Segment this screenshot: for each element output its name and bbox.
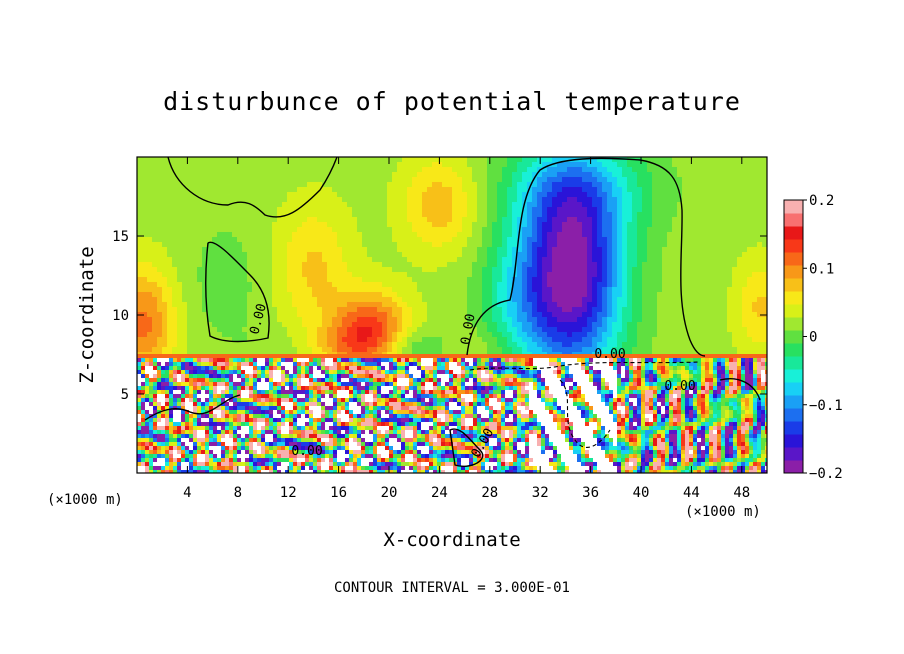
- contour-line-1: [167, 157, 338, 218]
- colorbar-segment: [784, 226, 803, 240]
- y-tick-label: 5: [121, 387, 129, 403]
- y-tick-label: 10: [112, 308, 129, 324]
- colorbar-segment: [784, 356, 803, 370]
- x-tick-label: 32: [532, 485, 549, 501]
- colorbar-segment: [784, 278, 803, 292]
- colorbar-segment: [784, 369, 803, 383]
- colorbar-segment: [784, 434, 803, 448]
- contour-line-3: [466, 157, 706, 357]
- x-tick-label: 12: [280, 485, 297, 501]
- x-tick-label: 44: [683, 485, 700, 501]
- colorbar-labels: 0.2 0.1 0 −0.1 −0.2: [803, 193, 843, 482]
- colorbar-segment: [784, 252, 803, 266]
- colorbar-tick-label: 0.2: [809, 193, 834, 209]
- x-left-unit-label: (×1000 m): [47, 492, 123, 508]
- x-tick-label: 4: [183, 485, 191, 501]
- x-tick-label: 20: [381, 485, 398, 501]
- colorbar-segment: [784, 213, 803, 227]
- colorbar-tick-label: 0: [809, 330, 817, 346]
- colorbar-tick-label: 0.1: [809, 261, 834, 277]
- y-axis-ticks: 5 10 15: [112, 229, 767, 403]
- colorbar-segment: [784, 304, 803, 318]
- colorbar-segment: [784, 408, 803, 422]
- colorbar-segment: [784, 460, 803, 474]
- colorbar-segment: [784, 200, 803, 214]
- interface-band: [137, 354, 767, 358]
- y-tick-label: 15: [112, 229, 129, 245]
- colorbar-segment: [784, 239, 803, 253]
- negative-contour-2: [469, 361, 701, 371]
- x-tick-label: 24: [431, 485, 448, 501]
- x-tick-label: 40: [633, 485, 650, 501]
- colorbar: [783, 199, 804, 474]
- y-axis-title: Z-coordinate: [76, 246, 98, 383]
- contour-line-4: [144, 394, 241, 421]
- colorbar-segment: [784, 265, 803, 279]
- colorbar-segment: [784, 382, 803, 396]
- colorbar-tick-label: −0.2: [809, 466, 843, 482]
- x-tick-label: 48: [733, 485, 750, 501]
- x-tick-label: 28: [481, 485, 498, 501]
- contour-label: 0.00: [291, 444, 322, 459]
- colorbar-segment: [784, 421, 803, 435]
- x-tick-label: 16: [330, 485, 347, 501]
- colorbar-segment: [784, 395, 803, 409]
- contour-interval-note: CONTOUR INTERVAL = 3.000E-01: [334, 580, 570, 596]
- contour-line-2: [204, 241, 270, 343]
- contour-label: 0.00: [664, 379, 695, 394]
- contour-line-6: [719, 378, 761, 401]
- colorbar-segment: [784, 317, 803, 331]
- upper-layer-field: [137, 157, 767, 358]
- x-tick-label: 8: [234, 485, 242, 501]
- negative-contour-1: [559, 379, 611, 448]
- colorbar-segment: [784, 447, 803, 461]
- colorbar-segment: [784, 343, 803, 357]
- contour-lines: 0.00 0.000.00 0.000.000.00: [144, 157, 761, 467]
- contour-label: 0.00: [594, 347, 625, 362]
- x-axis-ticks: 4 8 12 16 20 24 28 32 36 40 44 48: [183, 157, 750, 501]
- colorbar-tick-label: −0.1: [809, 398, 843, 414]
- x-tick-label: 36: [582, 485, 599, 501]
- chart-title: disturbunce of potential temperature: [163, 87, 741, 116]
- colorbar-segment: [784, 330, 803, 344]
- colorbar-segment: [784, 291, 803, 305]
- contour-line-5: [449, 428, 484, 467]
- x-right-unit-label: (×1000 m): [685, 504, 761, 520]
- contour-label: 0.00: [458, 313, 478, 346]
- x-axis-title: X-coordinate: [383, 529, 520, 551]
